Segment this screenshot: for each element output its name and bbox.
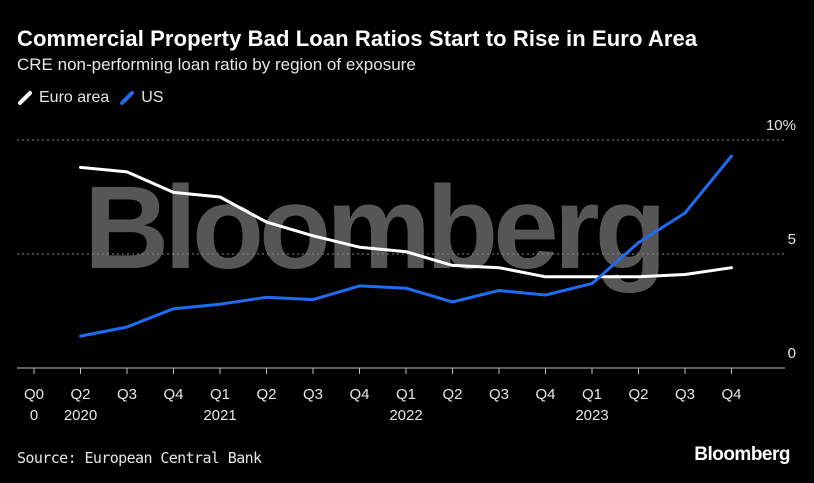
- x-tick-label: Q3: [117, 386, 137, 403]
- source-note: Source: European Central Bank: [17, 449, 262, 467]
- chart-subtitle: CRE non-performing loan ratio by region …: [17, 55, 416, 74]
- x-tick-label: Q1: [582, 386, 602, 403]
- x-tick-year-label: 0: [30, 407, 38, 424]
- x-tick-label: Q2: [256, 386, 276, 403]
- x-tick-label: Q4: [535, 386, 555, 403]
- legend-item-euro-area: Euro area: [17, 89, 109, 107]
- x-tick-label: Q3: [675, 386, 695, 403]
- legend-item-us: US: [119, 89, 164, 107]
- x-tick-year-label: 2023: [575, 407, 608, 424]
- legend: Euro area US: [17, 89, 174, 107]
- x-tick-label: Q4: [349, 386, 369, 403]
- y-tick-label-5: 5: [788, 231, 796, 248]
- x-tick-year-label: 2022: [389, 407, 422, 424]
- x-tick-label: Q2: [628, 386, 648, 403]
- chart-title: Commercial Property Bad Loan Ratios Star…: [17, 26, 698, 51]
- series-line-euro-area: [79, 165, 733, 279]
- legend-label-euro-area: Euro area: [39, 89, 110, 106]
- x-tick-label: Q2: [442, 386, 462, 403]
- x-tick-label: Q3: [303, 386, 323, 403]
- x-tick-label: Q3: [489, 386, 509, 403]
- legend-label-us: US: [141, 89, 164, 106]
- x-tick-year-label: 2021: [203, 407, 236, 424]
- bloomberg-logo: Bloomberg: [694, 444, 790, 465]
- y-tick-label-0: 0: [788, 345, 796, 362]
- x-tick-year-label: 2020: [64, 407, 97, 424]
- x-tick-label: Q2: [70, 386, 90, 403]
- x-tick-label: Q1: [396, 386, 416, 403]
- x-tick-label: Q1: [210, 386, 230, 403]
- x-tick-label: Q4: [163, 386, 183, 403]
- series-line-us: [79, 154, 733, 338]
- x-tick-label: Q4: [721, 386, 741, 403]
- x-tick-label: Q0: [24, 386, 44, 403]
- bloomberg-watermark: Bloomberg: [84, 162, 667, 294]
- y-tick-label-10: 10%: [766, 117, 796, 134]
